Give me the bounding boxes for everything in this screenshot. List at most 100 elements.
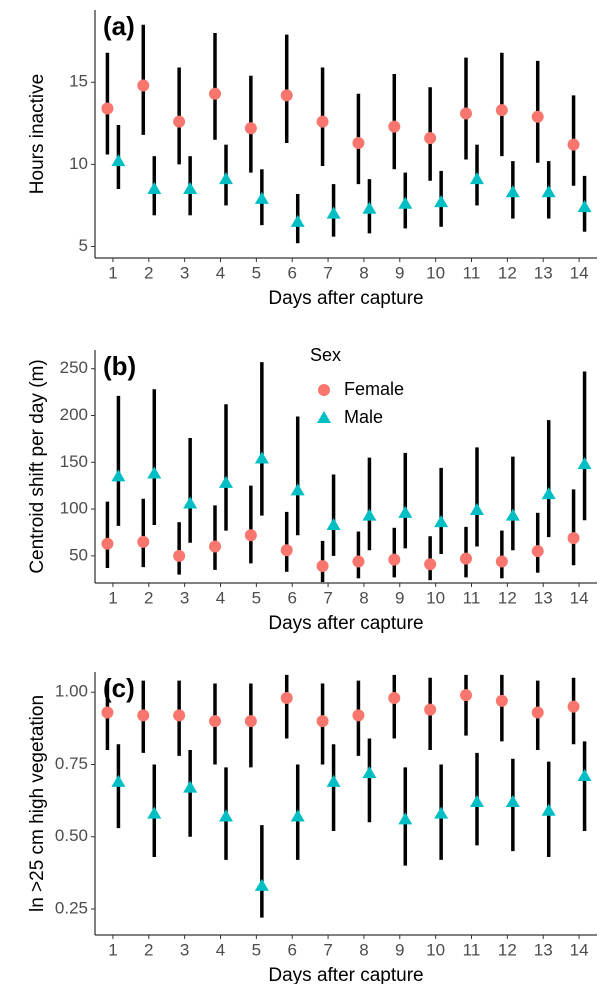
point — [541, 185, 556, 198]
point — [326, 774, 341, 787]
point — [470, 503, 484, 516]
x-tick-label: 7 — [323, 940, 332, 959]
point — [398, 812, 413, 825]
point — [352, 709, 365, 722]
point — [352, 555, 365, 568]
x-tick-label: 12 — [498, 940, 517, 959]
point — [495, 694, 508, 707]
x-tick-label: 11 — [463, 263, 481, 282]
x-tick-label: 12 — [498, 588, 517, 607]
x-tick-label: 3 — [180, 263, 189, 282]
point — [577, 457, 592, 470]
y-axis-title: Hours inactive — [27, 74, 48, 194]
point — [137, 709, 150, 722]
point — [209, 540, 221, 553]
x-tick-label: 1 — [108, 940, 117, 959]
point — [290, 214, 305, 227]
x-tick-label: 10 — [426, 940, 445, 959]
x-tick-label: 11 — [463, 940, 481, 959]
y-tick-label: 0.50 — [55, 826, 88, 845]
y-tick-label: 0.75 — [55, 754, 88, 773]
point — [147, 466, 162, 479]
point — [244, 529, 257, 542]
series — [111, 124, 592, 244]
x-tick-label: 7 — [323, 263, 332, 282]
point — [209, 715, 221, 728]
point — [111, 774, 126, 787]
x-tick-label: 14 — [570, 940, 589, 959]
legend-marker — [318, 384, 330, 396]
x-tick-label: 5 — [252, 588, 261, 607]
point — [244, 715, 257, 728]
x-tick-label: 10 — [426, 263, 445, 282]
x-tick-label: 12 — [498, 263, 517, 282]
point — [101, 102, 114, 115]
point — [541, 803, 556, 816]
point — [531, 706, 544, 719]
point — [460, 689, 472, 702]
x-tick-label: 6 — [287, 940, 296, 959]
point — [460, 107, 472, 120]
point — [460, 552, 472, 565]
point — [280, 89, 293, 102]
x-tick-label: 2 — [144, 940, 153, 959]
point — [567, 700, 580, 713]
point — [577, 769, 592, 782]
legend-title: Sex — [310, 345, 341, 365]
point — [280, 692, 293, 705]
x-tick-label: 8 — [359, 940, 368, 959]
point — [567, 532, 580, 545]
point — [290, 483, 305, 496]
point — [219, 475, 233, 488]
point — [577, 200, 592, 213]
x-axis-title: Days after capture — [268, 965, 423, 984]
point — [567, 138, 580, 151]
point — [388, 692, 401, 705]
x-tick-label: 14 — [570, 588, 589, 607]
y-tick-label: 50 — [69, 545, 88, 564]
x-tick-label: 4 — [216, 588, 225, 607]
point — [362, 766, 377, 779]
x-tick-label: 3 — [180, 940, 189, 959]
point — [147, 182, 162, 195]
x-tick-label: 8 — [359, 263, 368, 282]
point — [173, 115, 186, 128]
y-tick-label: 0.25 — [55, 898, 88, 917]
point — [280, 544, 293, 557]
x-tick-label: 6 — [287, 588, 296, 607]
point — [398, 505, 413, 518]
point — [388, 553, 401, 566]
point — [183, 780, 198, 793]
point — [111, 154, 126, 167]
x-tick-label: 13 — [534, 940, 553, 959]
point — [531, 545, 544, 558]
x-tick-label: 6 — [287, 263, 296, 282]
x-axis-title: Days after capture — [268, 613, 423, 634]
point — [531, 110, 544, 123]
point — [505, 508, 520, 521]
x-tick-label: 5 — [252, 940, 261, 959]
point — [470, 172, 484, 185]
point — [137, 535, 150, 548]
x-tick-label: 8 — [359, 588, 368, 607]
point — [137, 79, 150, 92]
x-tick-label: 7 — [323, 588, 332, 607]
x-tick-label: 9 — [395, 263, 404, 282]
series — [111, 362, 592, 556]
point — [316, 115, 329, 128]
x-tick-label: 2 — [144, 263, 153, 282]
point — [316, 715, 329, 728]
point — [505, 185, 520, 198]
point — [254, 878, 269, 891]
x-tick-label: 14 — [570, 263, 589, 282]
panel-label: (b) — [103, 351, 136, 381]
y-tick-label: 15 — [69, 72, 88, 91]
y-tick-label: 150 — [60, 452, 88, 471]
y-tick-label: 250 — [60, 358, 88, 377]
point — [326, 206, 341, 219]
y-tick-label: 5 — [79, 236, 88, 255]
y-tick-label: 200 — [60, 405, 88, 424]
point — [495, 555, 508, 568]
